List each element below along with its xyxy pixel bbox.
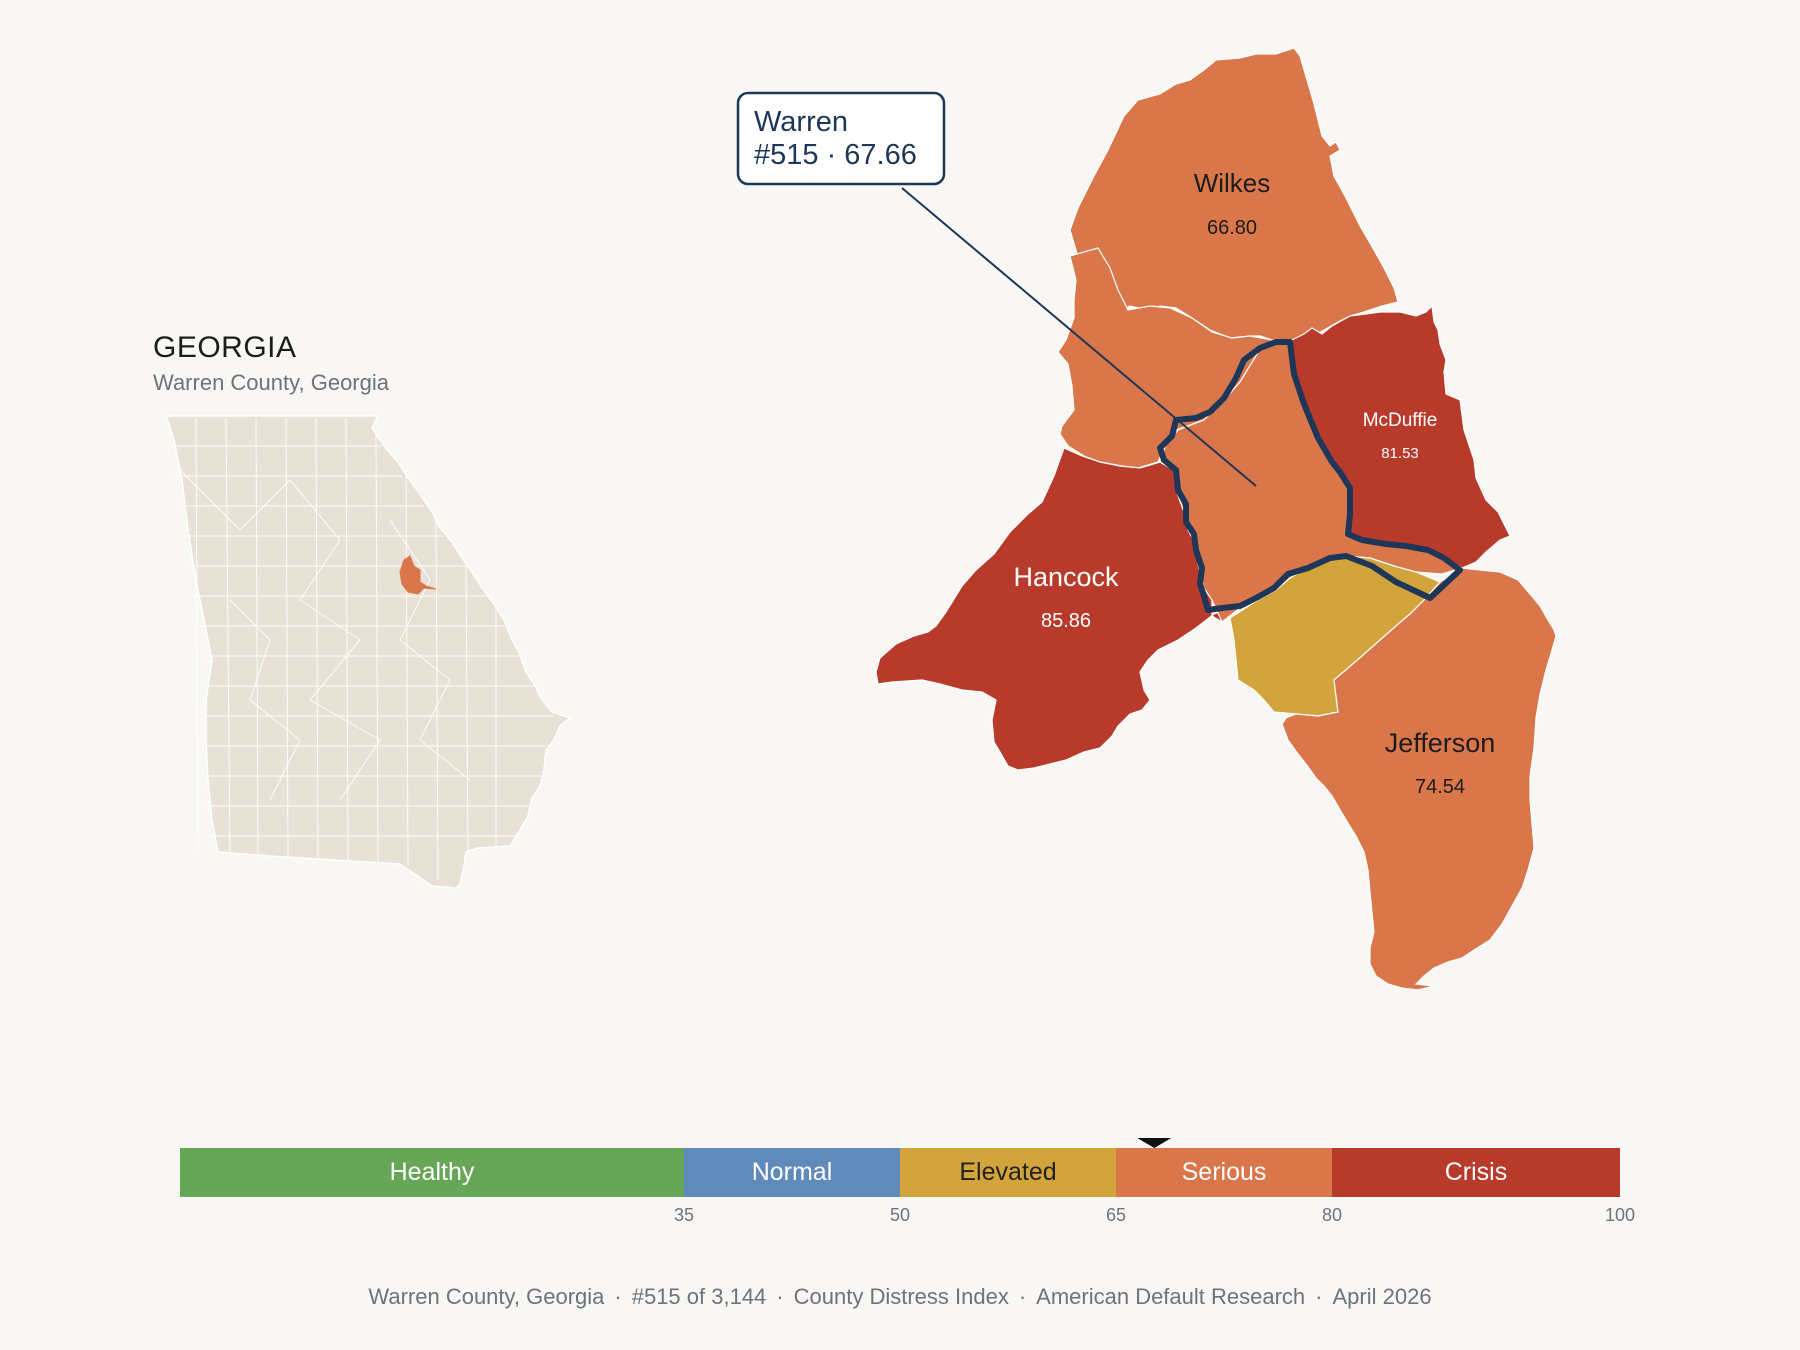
county-label-hancock: Hancock [1013,562,1119,592]
scale-label-elevated: Elevated [959,1158,1056,1186]
footer-rank: #515 of 3,144 [631,1284,767,1309]
footer-index: County Distress Index [793,1284,1009,1309]
county-labels: Wilkes 66.80 McDuffie 81.53 Hancock 85.8… [1013,168,1495,798]
footer-county: Warren County, Georgia [368,1284,605,1309]
scale-label-normal: Normal [752,1158,833,1186]
footer: Warren County, Georgia · #515 of 3,144 · Cou… [368,1284,1432,1309]
georgia-state-inset [164,415,572,889]
state-subtitle: Warren County, Georgia [153,370,389,395]
scale-segment-crisis [1332,1148,1620,1197]
county-label-wilkes: Wilkes [1194,168,1271,198]
footer-date: April 2026 [1332,1284,1432,1309]
scale-segment-elevated [900,1148,1116,1197]
warren-callout: Warren #515 · 67.66 [736,91,1257,487]
county-jefferson[interactable] [1281,567,1557,991]
scale-tick-80: 80 [1322,1205,1342,1225]
scale-segment-normal [684,1148,900,1197]
county-map [875,47,1557,991]
scale-tick-65: 65 [1106,1205,1126,1225]
georgia-state-shape [164,415,572,889]
county-score-wilkes: 66.80 [1207,217,1257,239]
footer-source: American Default Research [1036,1284,1306,1309]
scale-label-crisis: Crisis [1445,1158,1508,1186]
scale-tick-35: 35 [674,1205,694,1225]
callout-leader-line [901,187,1257,487]
scale-label-healthy: Healthy [390,1158,475,1186]
county-score-mcduffie: 81.53 [1381,445,1419,462]
callout-rank-score: #515 · 67.66 [754,139,917,171]
scale-tick-50: 50 [890,1205,910,1225]
distress-scale-legend: Healthy Normal Elevated Serious Crisis 35 50 65… [180,1138,1635,1225]
county-score-jefferson: 74.54 [1415,776,1465,798]
county-score-hancock: 85.86 [1041,610,1091,632]
county-label-mcduffie: McDuffie [1363,410,1438,431]
callout-box [736,91,946,186]
scale-label-serious: Serious [1182,1158,1267,1186]
county-hancock[interactable] [875,447,1231,771]
scale-segment-healthy [180,1148,684,1197]
state-title: GEORGIA [153,331,297,364]
scale-segment-serious [1116,1148,1332,1197]
scale-tick-100: 100 [1605,1205,1635,1225]
county-label-jefferson: Jefferson [1385,728,1496,758]
scale-marker-icon [1137,1138,1172,1148]
warren-highlight-outline [1157,339,1463,613]
warren-county-locator [399,555,437,595]
callout-name: Warren [754,106,848,138]
county-grid [170,417,554,881]
